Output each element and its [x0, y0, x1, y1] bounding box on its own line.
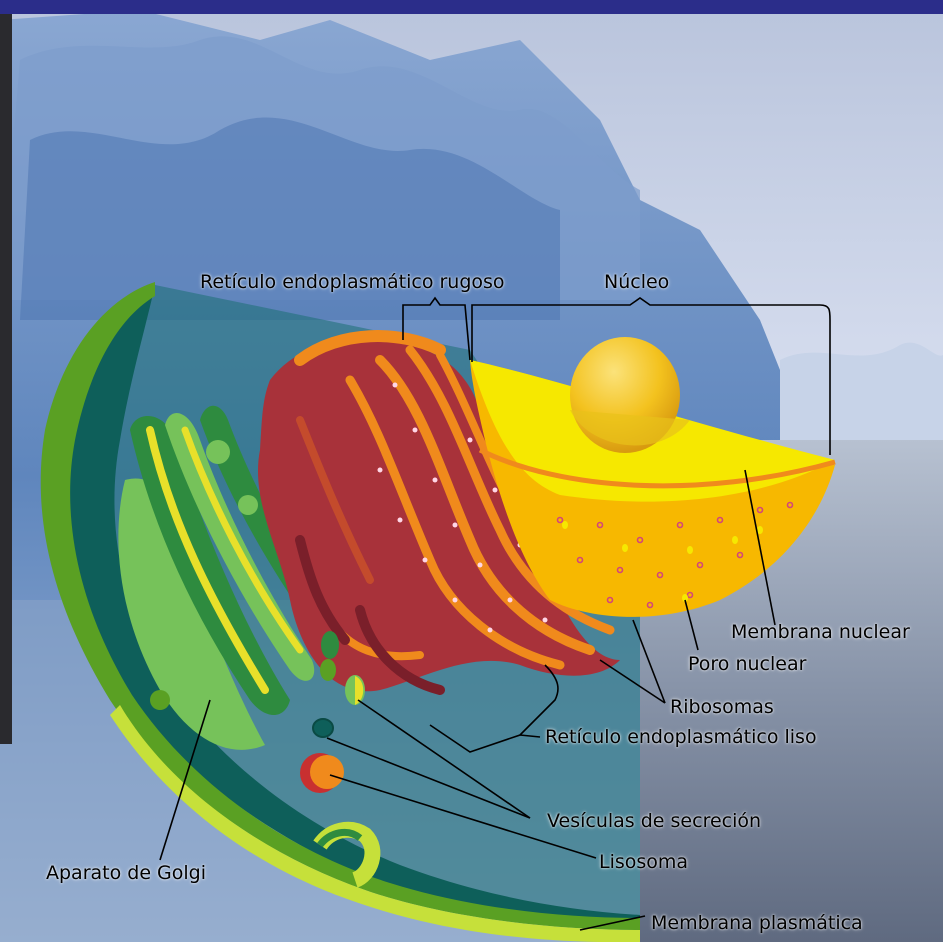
- label-poro-nuclear: Poro nuclear: [688, 653, 807, 675]
- label-vesiculas: Vesículas de secreción: [547, 810, 762, 832]
- plasma-membrane: [40, 282, 641, 942]
- label-ribosomas: Ribosomas: [670, 696, 774, 718]
- label-nucleo: Núcleo: [604, 271, 670, 293]
- label-golgi: Aparato de Golgi: [46, 862, 207, 884]
- leader-lines: [159, 296, 831, 931]
- vesicles: [312, 631, 365, 738]
- label-rel: Retículo endoplasmático liso: [545, 726, 817, 748]
- label-membrana-nuclear: Membrana nuclear: [731, 621, 910, 643]
- label-rer: Retículo endoplasmático rugoso: [200, 271, 505, 293]
- nucleus: [470, 337, 836, 617]
- label-lisosoma: Lisosoma: [599, 851, 689, 873]
- label-membrana-plasmatica: Membrana plasmática: [651, 912, 863, 934]
- lysosome: [300, 753, 344, 793]
